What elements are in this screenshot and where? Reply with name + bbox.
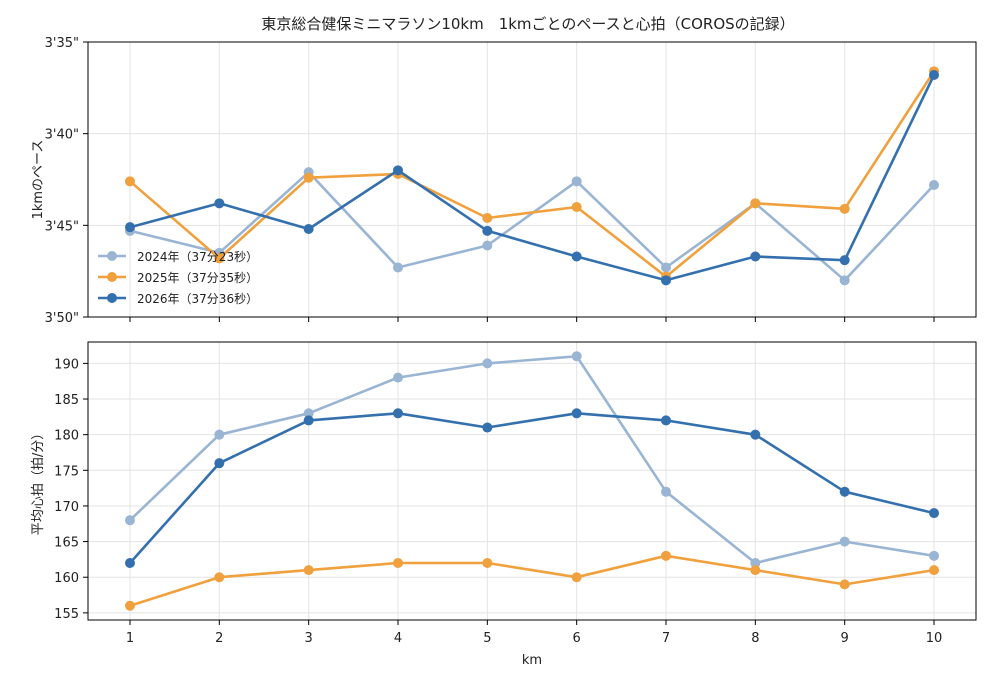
data-point	[124, 222, 135, 233]
data-point	[392, 262, 403, 273]
data-point	[482, 225, 493, 236]
data-point	[303, 565, 314, 576]
data-point	[124, 515, 135, 526]
legend-label: 2026年（37分36秒）	[137, 292, 258, 306]
data-point	[750, 429, 761, 440]
y-tick-label: 165	[54, 536, 79, 551]
data-point	[303, 415, 314, 426]
data-point	[214, 572, 225, 583]
x-tick-label: 7	[662, 631, 670, 646]
data-point	[839, 203, 850, 214]
data-point	[124, 600, 135, 611]
data-point	[571, 176, 582, 187]
chart-title: 東京総合健保ミニマラソン10km 1kmごとのペースと心拍（COROSの記録）	[261, 15, 794, 33]
data-point	[571, 202, 582, 212]
data-point	[839, 579, 850, 590]
legend-label: 2025年（37分35秒）	[137, 271, 258, 285]
series-line-2	[129, 74, 936, 282]
y-tick-label: 180	[54, 429, 79, 444]
plot-frame	[87, 41, 977, 318]
y-axis-label: 1kmのペース	[31, 140, 46, 220]
series-line-1	[129, 554, 935, 607]
data-point	[839, 255, 850, 266]
x-tick-label: 2	[215, 631, 223, 646]
data-point	[214, 429, 225, 440]
data-point	[929, 508, 940, 519]
data-point	[929, 550, 940, 561]
data-point	[303, 408, 314, 419]
series-line-0	[129, 354, 935, 565]
y-tick-label: 155	[54, 607, 79, 622]
y-tick-label: 175	[54, 464, 79, 479]
y-tick-label: 3'50"	[45, 311, 79, 326]
data-point	[303, 172, 314, 183]
series-line-2	[129, 411, 935, 564]
x-tick-label: 8	[751, 631, 759, 646]
y-tick-label: 3'40"	[45, 128, 79, 143]
x-axis-label: km	[522, 653, 542, 668]
series-line-1	[129, 70, 936, 279]
y-tick-label: 185	[54, 393, 79, 408]
data-point	[482, 240, 493, 251]
data-point	[392, 165, 403, 176]
data-point	[750, 251, 761, 262]
data-point	[661, 550, 672, 561]
data-point	[392, 408, 403, 419]
legend-label: 2024年（37分23秒）	[137, 250, 258, 264]
data-point	[571, 408, 582, 419]
data-point	[214, 198, 225, 209]
data-point	[571, 351, 582, 362]
data-point	[214, 458, 225, 469]
data-point	[929, 565, 940, 576]
data-point	[482, 557, 493, 568]
legend-swatch-marker	[107, 272, 117, 282]
x-tick-label: 10	[926, 631, 943, 646]
x-tick-label: 5	[483, 631, 491, 646]
data-point	[839, 486, 850, 497]
data-point	[750, 565, 761, 576]
y-axis-label: 平均心拍（拍/分）	[31, 427, 46, 535]
pace-panel: 3'35" 3'40" 3'45" 3'50" 1kmのペース 2024年（37分23秒）…	[31, 36, 977, 326]
data-point	[482, 422, 493, 433]
data-point	[392, 372, 403, 383]
heart-rate-panel: 1 2 3 4 5 6 7 8 9 10 155 160 165 170 175 180 185 190 平均心拍（…	[31, 341, 977, 668]
plot-frame	[87, 341, 977, 621]
x-tick-label: 9	[841, 631, 849, 646]
data-point	[482, 213, 493, 223]
data-point	[661, 415, 672, 426]
legend-swatch-marker	[107, 251, 117, 261]
data-point	[482, 358, 493, 369]
data-point	[929, 180, 940, 190]
data-point	[124, 557, 135, 568]
data-point	[661, 486, 672, 497]
legend-swatch-marker	[107, 293, 117, 303]
data-point	[839, 536, 850, 547]
data-point	[661, 275, 672, 286]
data-point	[929, 70, 940, 80]
data-point	[750, 198, 761, 209]
x-tick-label: 3	[305, 631, 313, 646]
y-tick-label: 170	[54, 500, 79, 515]
data-point	[750, 557, 761, 568]
data-point	[839, 275, 850, 286]
y-tick-label: 3'35"	[45, 36, 79, 51]
data-point	[214, 253, 225, 264]
x-tick-label: 6	[573, 631, 581, 646]
y-tick-label: 3'45"	[45, 219, 79, 234]
data-point	[571, 251, 582, 262]
x-tick-label: 4	[394, 631, 402, 646]
y-tick-label: 190	[54, 357, 79, 372]
series-line-0	[129, 170, 935, 282]
data-point	[661, 262, 672, 273]
y-tick-label: 160	[54, 571, 79, 586]
x-tick-label: 1	[126, 631, 134, 646]
data-point	[303, 224, 314, 234]
data-point	[571, 572, 582, 583]
data-point	[392, 557, 403, 568]
data-point	[124, 176, 135, 187]
